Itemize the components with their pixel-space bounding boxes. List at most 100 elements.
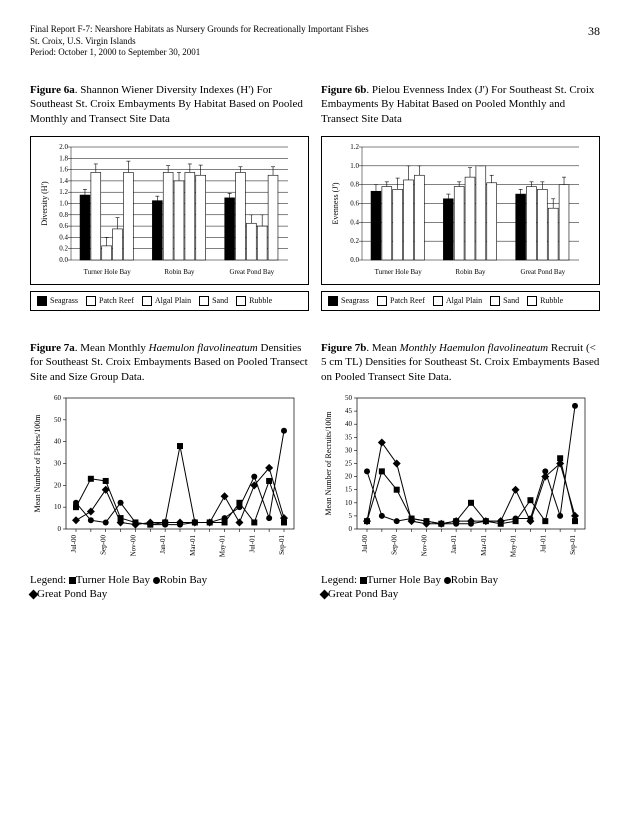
svg-text:0: 0: [58, 525, 62, 533]
svg-text:40: 40: [54, 438, 62, 446]
page-number: 38: [588, 24, 600, 59]
figure-6a-caption: Figure 6a. Shannon Wiener Diversity Inde…: [30, 83, 309, 126]
svg-text:Jul-01: Jul-01: [248, 534, 256, 552]
circle-marker-icon: [444, 577, 451, 584]
svg-text:Robin Bay: Robin Bay: [164, 268, 195, 276]
svg-text:0.6: 0.6: [59, 222, 68, 230]
svg-text:Nov-00: Nov-00: [129, 534, 137, 556]
svg-text:Jan-01: Jan-01: [159, 534, 167, 553]
svg-text:30: 30: [345, 446, 353, 454]
legend-item-label: Patch Reef: [390, 296, 425, 305]
figure-7a-italic: Haemulon flavolineatum: [149, 342, 258, 354]
legend-swatch-icon: [37, 296, 47, 306]
figures-row-7: Figure 7a. Mean Monthly Haemulon flavoli…: [30, 341, 600, 601]
legend-item: Algal Plain: [433, 296, 482, 306]
header-line1: Final Report F-7: Nearshore Habitats as …: [30, 24, 369, 34]
svg-text:0.8: 0.8: [350, 181, 359, 189]
svg-text:0.6: 0.6: [350, 199, 359, 207]
figure-7a: Figure 7a. Mean Monthly Haemulon flavoli…: [30, 341, 309, 601]
header-line3: Period: October 1, 2000 to September 30,…: [30, 47, 200, 57]
square-marker-icon: [69, 577, 76, 584]
svg-text:Evenness (J'): Evenness (J'): [331, 182, 340, 224]
legend-item: Rubble: [527, 296, 563, 306]
legend-thb: Turner Hole Bay: [367, 574, 444, 586]
svg-text:45: 45: [345, 407, 353, 415]
svg-text:Jul-00: Jul-00: [361, 534, 369, 552]
svg-text:0.0: 0.0: [350, 256, 359, 264]
figure-6a-label: Figure 6a: [30, 84, 75, 96]
svg-text:Jan-01: Jan-01: [450, 534, 458, 553]
legend-swatch-icon: [433, 296, 443, 306]
svg-text:10: 10: [345, 499, 353, 507]
svg-text:1.0: 1.0: [59, 199, 68, 207]
figure-7a-label: Figure 7a: [30, 342, 75, 354]
svg-text:Mean Number of Fishes/100m: Mean Number of Fishes/100m: [33, 414, 42, 513]
svg-text:Jul-01: Jul-01: [539, 534, 547, 552]
circle-marker-icon: [153, 577, 160, 584]
svg-text:35: 35: [345, 433, 353, 441]
svg-text:40: 40: [345, 420, 353, 428]
figure-7a-caption: Figure 7a. Mean Monthly Haemulon flavoli…: [30, 341, 309, 384]
svg-text:60: 60: [54, 394, 62, 402]
figures-row-6: Figure 6a. Shannon Wiener Diversity Inde…: [30, 83, 600, 311]
figure-7b: Figure 7b. Mean Monthly Haemulon flavoli…: [321, 341, 600, 601]
header: Final Report F-7: Nearshore Habitats as …: [30, 24, 600, 59]
legend-item-label: Seagrass: [341, 296, 369, 305]
legend-item: Patch Reef: [86, 296, 134, 306]
svg-text:Turner Hole Bay: Turner Hole Bay: [84, 268, 132, 276]
svg-text:0.2: 0.2: [59, 245, 68, 253]
legend-item-label: Algal Plain: [155, 296, 191, 305]
figure-7a-chart: 0102030405060Mean Number of Fishes/100mJ…: [30, 394, 309, 569]
legend-item: Algal Plain: [142, 296, 191, 306]
svg-text:1.8: 1.8: [59, 154, 68, 162]
svg-text:0: 0: [349, 525, 353, 533]
svg-text:15: 15: [345, 486, 353, 494]
svg-text:Sep-01: Sep-01: [278, 534, 286, 554]
legend-item: Rubble: [236, 296, 272, 306]
svg-text:1.2: 1.2: [350, 143, 359, 151]
svg-text:1.6: 1.6: [59, 166, 68, 174]
svg-text:Sep-01: Sep-01: [569, 534, 577, 554]
svg-text:0.8: 0.8: [59, 211, 68, 219]
figure-7b-legend-text: Legend: Turner Hole Bay Robin Bay Great …: [321, 573, 600, 602]
figure-6b-legend: SeagrassPatch ReefAlgal PlainSandRubble: [321, 291, 600, 311]
figure-7b-chart: 05101520253035404550Mean Number of Recru…: [321, 394, 600, 569]
figure-6a-chart: 0.00.20.40.60.81.01.21.41.61.82.0Diversi…: [30, 136, 309, 285]
legend-gpb: Great Pond Bay: [37, 588, 107, 600]
legend-item: Sand: [199, 296, 228, 306]
legend-swatch-icon: [328, 296, 338, 306]
svg-text:Sep-00: Sep-00: [100, 534, 108, 554]
legend-swatch-icon: [490, 296, 500, 306]
svg-text:Jul-00: Jul-00: [70, 534, 78, 552]
legend-label: Legend:: [30, 574, 69, 586]
svg-text:2.0: 2.0: [59, 143, 68, 151]
legend-swatch-icon: [142, 296, 152, 306]
svg-text:Great Pond Bay: Great Pond Bay: [520, 268, 565, 276]
svg-text:5: 5: [349, 512, 353, 520]
figure-7a-pre: . Mean Monthly: [75, 342, 149, 354]
figure-7a-legend-text: Legend: Turner Hole Bay Robin Bay Great …: [30, 573, 309, 602]
svg-text:10: 10: [54, 503, 62, 511]
svg-text:25: 25: [345, 459, 353, 467]
figure-6b-caption: Figure 6b. Pielou Evenness Index (J') Fo…: [321, 83, 600, 126]
svg-text:50: 50: [54, 416, 62, 424]
legend-rb: Robin Bay: [451, 574, 498, 586]
svg-text:1.0: 1.0: [350, 162, 359, 170]
svg-text:1.4: 1.4: [59, 177, 68, 185]
svg-text:Mean Number of Recruits/100m: Mean Number of Recruits/100m: [324, 410, 333, 515]
legend-thb: Turner Hole Bay: [76, 574, 153, 586]
page: Final Report F-7: Nearshore Habitats as …: [0, 0, 630, 655]
figure-7b-label: Figure 7b: [321, 342, 366, 354]
svg-text:1.2: 1.2: [59, 188, 68, 196]
legend-label: Legend:: [321, 574, 360, 586]
legend-item-label: Rubble: [540, 296, 563, 305]
figure-7b-caption: Figure 7b. Mean Monthly Haemulon flavoli…: [321, 341, 600, 384]
svg-text:0.4: 0.4: [350, 218, 359, 226]
legend-item: Seagrass: [328, 296, 369, 306]
figure-7b-italic: Monthly Haemulon flavolineatum: [400, 342, 548, 354]
legend-rb: Robin Bay: [160, 574, 207, 586]
legend-item-label: Seagrass: [50, 296, 78, 305]
square-marker-icon: [360, 577, 367, 584]
legend-item-label: Rubble: [249, 296, 272, 305]
svg-text:20: 20: [54, 481, 62, 489]
